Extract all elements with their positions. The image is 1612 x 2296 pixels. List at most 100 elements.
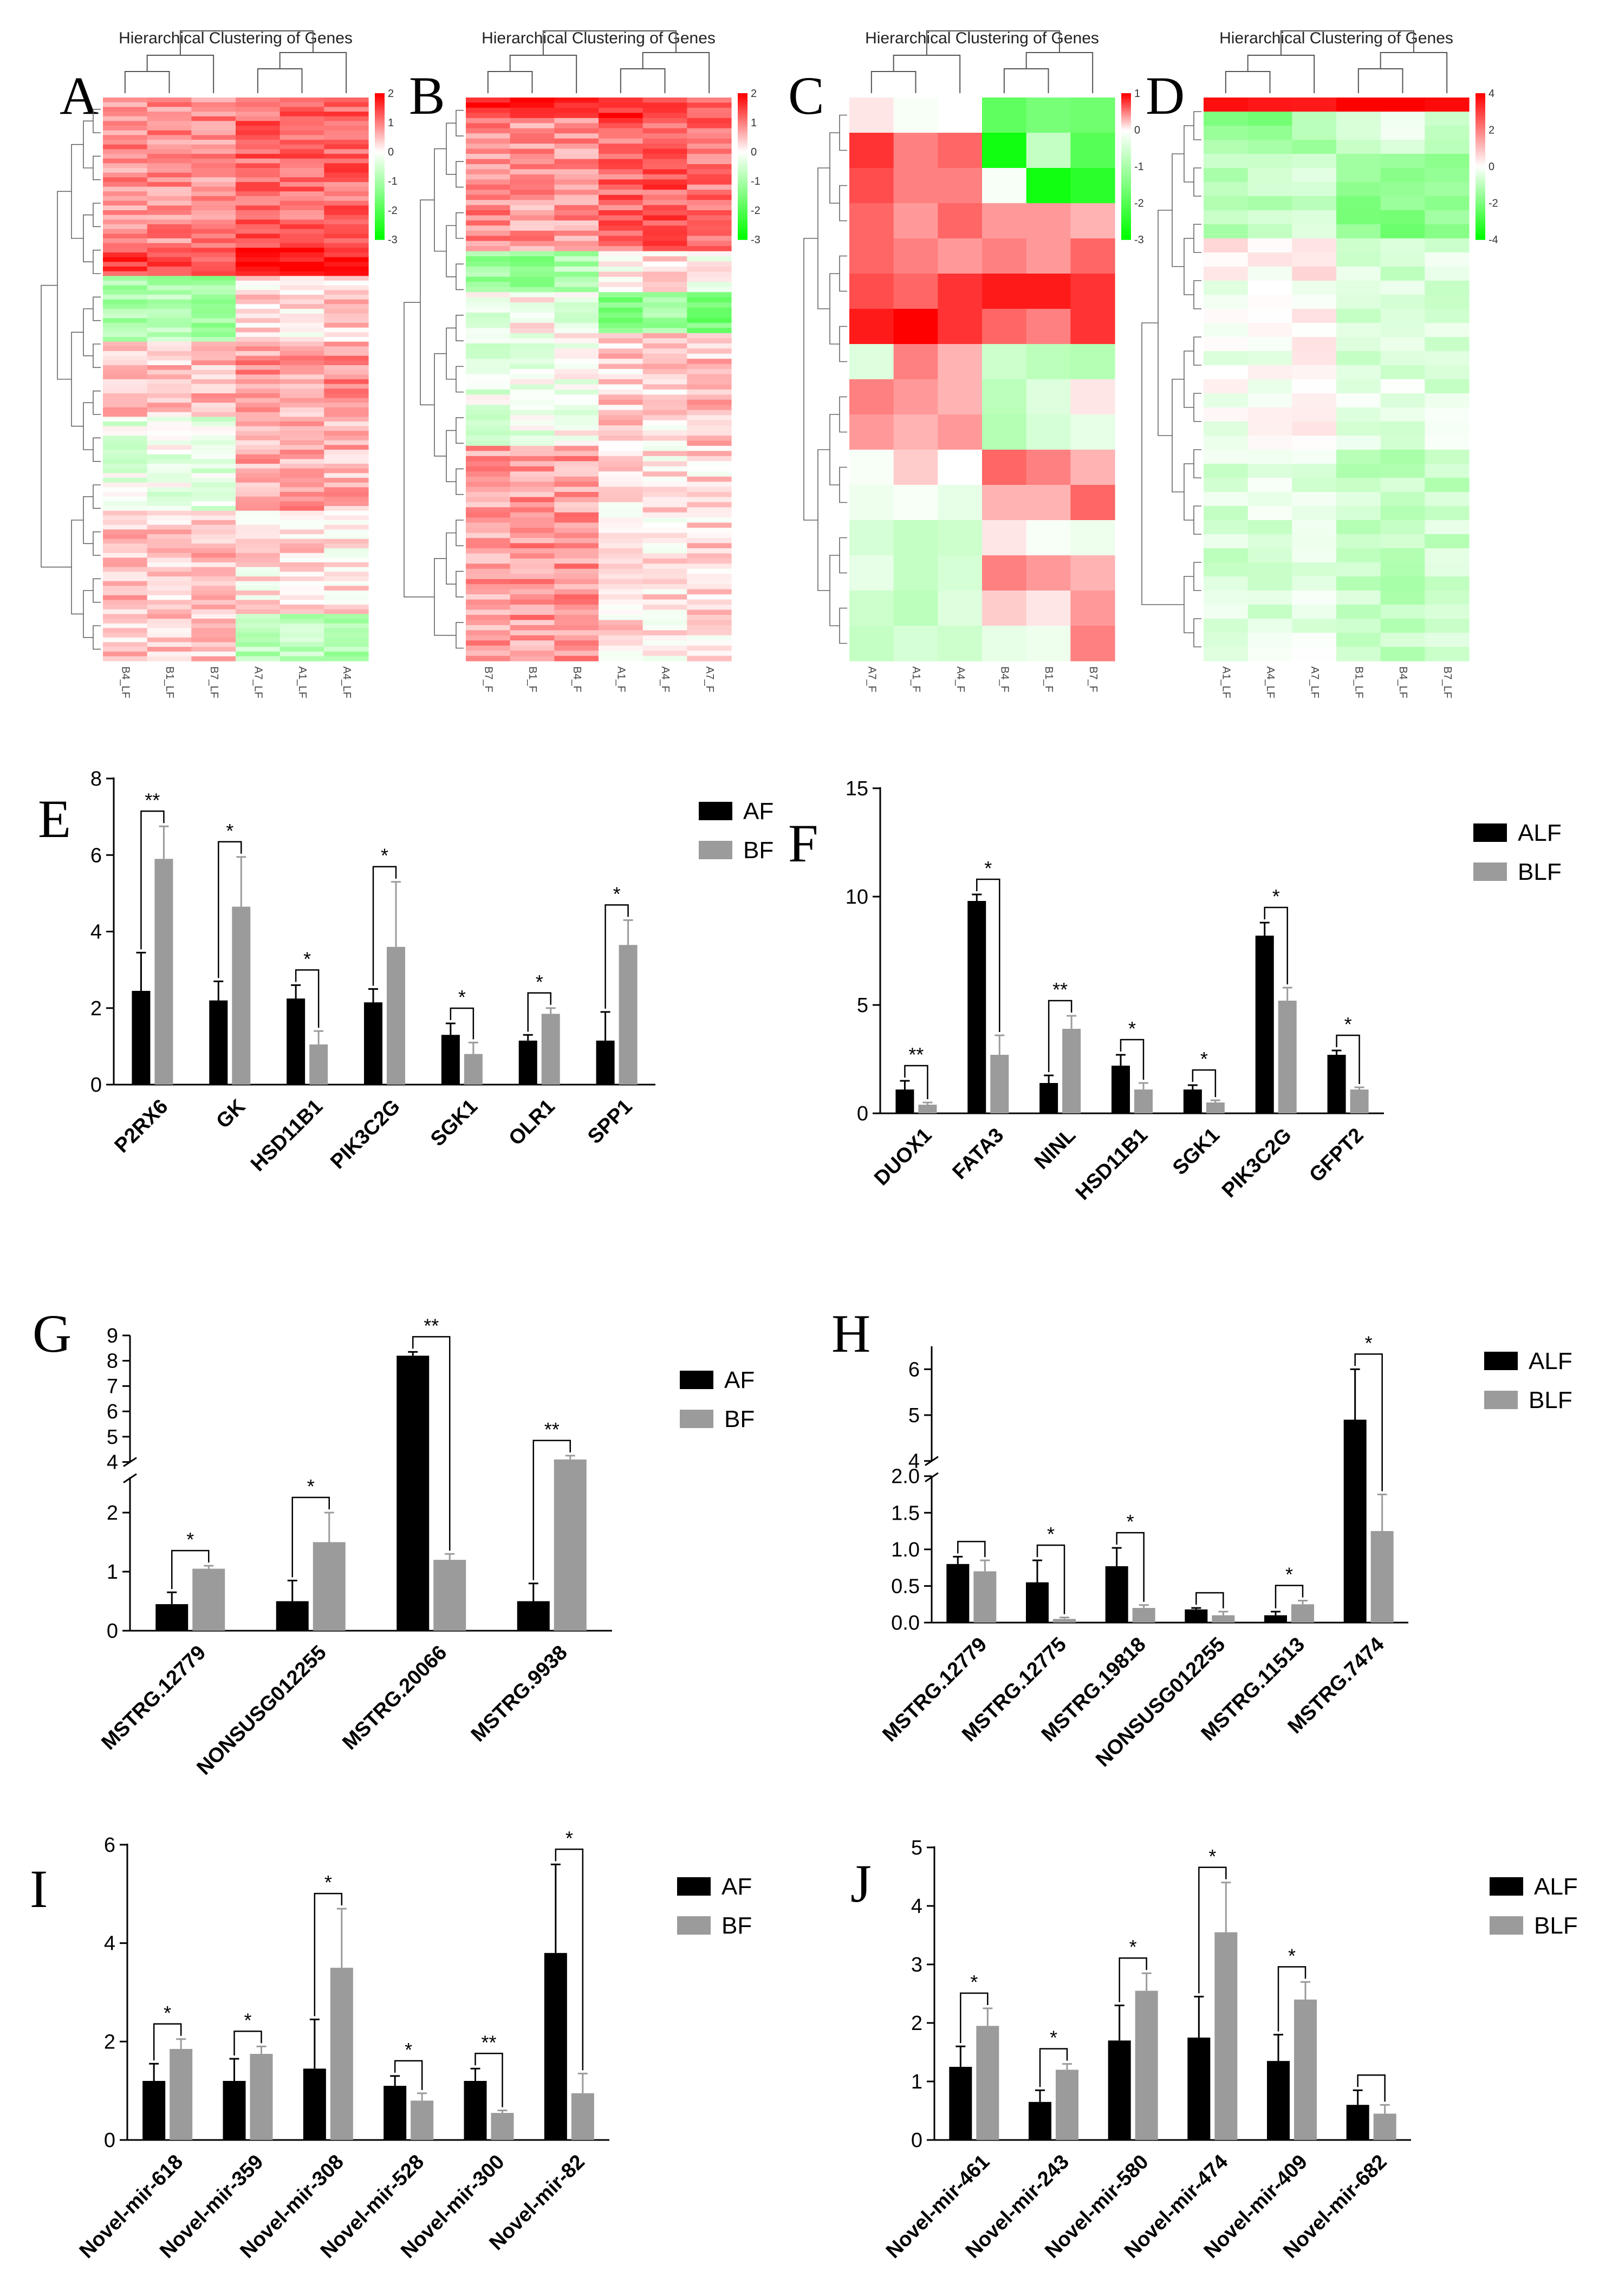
dendrogram-branch [817, 449, 830, 591]
heatmap-cell [191, 454, 236, 459]
heatmap-cell [324, 384, 369, 389]
heatmap-cell [147, 482, 192, 488]
heatmap-cell [191, 473, 236, 478]
legend-swatch [1473, 823, 1507, 842]
colorbar-swatch [1121, 171, 1131, 174]
heatmap-cell [280, 219, 324, 225]
colorbar-swatch [738, 149, 748, 152]
bar-blf [1056, 2070, 1078, 2140]
heatmap-cell [599, 651, 644, 657]
dendrogram-branch [434, 353, 446, 457]
heatmap-cell [191, 515, 236, 521]
heatmap-cell [191, 595, 236, 600]
significance-bracket [960, 1992, 989, 2044]
heatmap-cell [554, 98, 599, 103]
heatmap-cell [324, 369, 369, 375]
heatmap-cell [599, 430, 644, 436]
significance-marker: * [1365, 1332, 1373, 1354]
heatmap-cell [466, 307, 511, 313]
legend-swatch [677, 1877, 711, 1896]
heatmap-cell [103, 309, 148, 314]
bar-bf [554, 1459, 587, 1631]
heatmap-cell [1292, 182, 1337, 197]
heatmap-cell [599, 148, 644, 154]
heatmap-cell [687, 123, 732, 129]
colorbar-swatch [1476, 164, 1485, 167]
bar-af [396, 1355, 430, 1631]
y-tick-label: 4 [107, 1451, 118, 1474]
heatmap-cell [1070, 344, 1115, 380]
heatmap-cell [1425, 252, 1470, 267]
heatmap-cell [982, 344, 1027, 380]
heatmap-cell [324, 252, 369, 258]
heatmap-cell [893, 344, 938, 380]
heatmap-cell [147, 534, 192, 540]
heatmap-cell [1247, 309, 1292, 323]
heatmap-cell [599, 614, 644, 620]
heatmap-cell [191, 651, 236, 657]
heatmap-cell [324, 562, 369, 568]
y-tick-label: 8 [90, 768, 102, 790]
heatmap-cell [1204, 140, 1249, 154]
colorbar-swatch [738, 118, 748, 121]
heatmap-cell [466, 138, 511, 144]
heatmap-cell [1292, 407, 1337, 422]
heatmap-cell [1380, 295, 1425, 309]
dendrogram-branch [839, 466, 847, 503]
heatmap-cell [103, 605, 148, 610]
heatmap-cell [191, 107, 236, 112]
heatmap-cell [103, 186, 148, 192]
heatmap-cell [191, 126, 236, 131]
heatmap-cell [510, 292, 555, 298]
heatmap-cell [599, 399, 644, 405]
sample-label: B1_LF [1353, 666, 1365, 698]
colorbar-swatch [1476, 132, 1485, 135]
heatmap-cell [599, 230, 644, 236]
heatmap-cell [642, 440, 687, 446]
heatmap-cell [103, 200, 148, 206]
y-tick-label: 4 [908, 1450, 920, 1473]
heatmap-cell [1336, 647, 1381, 661]
colorbar-tick: 2 [388, 88, 394, 100]
sample-label: A1_F [910, 666, 922, 692]
colorbar-swatch [1476, 122, 1485, 126]
y-tick-label: 4 [104, 1932, 115, 1955]
heatmap-cell [687, 179, 732, 185]
heatmap-cell [1336, 309, 1381, 323]
heatmap-cell [466, 267, 511, 273]
heatmap-cell [599, 476, 644, 482]
colorbar-swatch [1476, 176, 1485, 179]
heatmap-cell [191, 332, 236, 338]
colorbar-swatch [1121, 191, 1131, 194]
heatmap-cell [687, 625, 732, 631]
dendrogram-branch [829, 555, 840, 626]
colorbar-swatch [1121, 137, 1131, 140]
heatmap-cell [1204, 323, 1249, 338]
heatmap-cell [642, 333, 687, 339]
heatmap-cell [510, 630, 555, 636]
heatmap-cell [510, 169, 555, 175]
heatmap-cell [1380, 605, 1425, 619]
heatmap-cell [510, 425, 555, 431]
heatmap-cell [642, 512, 687, 518]
bar-af [276, 1601, 309, 1631]
heatmap-cell [236, 158, 281, 164]
heatmap-cell [687, 102, 732, 108]
heatmap-cell [849, 379, 894, 415]
heatmap-cell [236, 154, 281, 159]
sample-label: A1_LF [1220, 666, 1232, 698]
heatmap-cell [191, 186, 236, 192]
heatmap-cell [642, 369, 687, 375]
heatmap-cell [103, 224, 148, 230]
heatmap-cell [324, 468, 369, 474]
heatmap-cell [687, 605, 732, 611]
heatmap-cell [103, 107, 148, 112]
colorbar-swatch [375, 235, 385, 238]
heatmap-cell [554, 164, 599, 170]
colorbar-swatch [375, 115, 385, 118]
legend-label: BLF [1529, 1387, 1572, 1413]
dendrogram-branch [1193, 111, 1201, 140]
heatmap-cell [642, 609, 687, 615]
heatmap-cell [103, 196, 148, 202]
